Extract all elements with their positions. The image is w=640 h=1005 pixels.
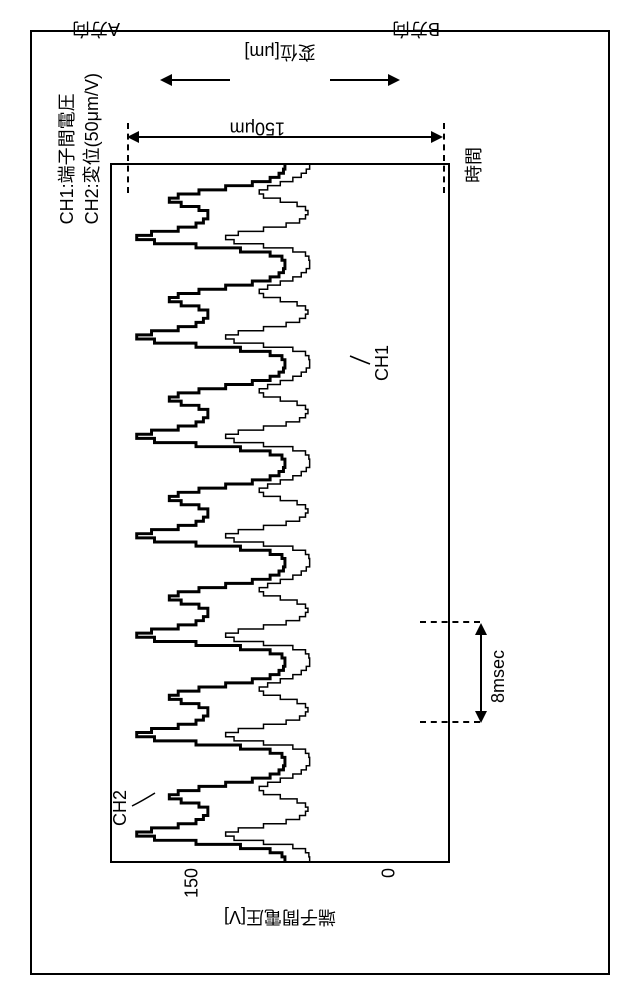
- period-marker-dash-right: [420, 620, 480, 622]
- direction-b-arrow-line: [330, 79, 390, 81]
- direction-a-label: A方向: [72, 17, 120, 43]
- range-marker-line: [137, 136, 433, 138]
- period-marker-arrow-right: [475, 622, 487, 634]
- y-tick-0: 0: [378, 868, 399, 878]
- y-axis-right-label: 変位[μm]: [244, 40, 315, 66]
- period-marker-arrow-left: [475, 711, 487, 723]
- x-axis-label: 時間: [460, 147, 486, 183]
- range-marker-arrow-up: [127, 131, 139, 143]
- direction-b-arrow-head: [388, 74, 400, 86]
- legend: CH1:端子間電圧 CH2:変位(50μm/V): [55, 73, 105, 224]
- y-axis-left-label: 端子間電圧[V]: [224, 905, 336, 931]
- direction-a-arrow-line: [170, 79, 230, 81]
- ch1-trace: [226, 165, 310, 861]
- range-marker-arrow-down: [431, 131, 443, 143]
- ch2-callout-label: CH2: [110, 789, 131, 825]
- direction-a-arrow-head: [160, 74, 172, 86]
- period-marker-line: [480, 632, 482, 712]
- legend-ch1: CH1:端子間電圧: [55, 73, 80, 224]
- range-marker-dash-bottom: [443, 123, 445, 193]
- chart-container: CH1:端子間電圧 CH2:変位(50μm/V) 端子間電圧[V] CH2 CH…: [60, 63, 580, 943]
- range-marker-label: 150μm: [230, 117, 285, 138]
- ch2-trace: [137, 165, 285, 861]
- ch1-callout-label: CH1: [372, 344, 393, 380]
- y-tick-150: 150: [181, 868, 202, 898]
- period-marker-label: 8msec: [488, 649, 509, 702]
- legend-ch2: CH2:変位(50μm/V): [80, 73, 105, 224]
- period-marker-dash-left: [420, 721, 480, 723]
- plot-area: CH2 CH1: [110, 163, 450, 863]
- direction-b-label: B方向: [392, 17, 440, 43]
